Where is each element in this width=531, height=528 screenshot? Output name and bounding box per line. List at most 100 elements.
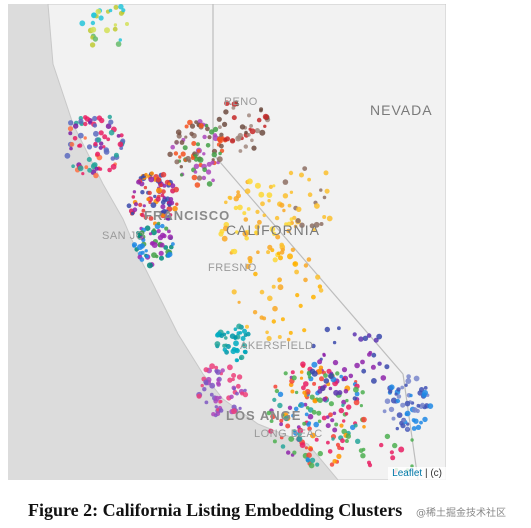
listing-point	[119, 133, 124, 138]
listing-point	[246, 207, 251, 211]
map-view[interactable]: RENO NEVADA FRANCISCO CALIFORNIA SAN JO …	[8, 4, 446, 480]
listing-point	[136, 231, 140, 235]
listing-point	[330, 418, 335, 423]
listing-point	[271, 319, 276, 324]
listing-point	[93, 172, 99, 179]
listing-point	[286, 337, 291, 342]
listing-point	[329, 462, 335, 467]
listing-point	[263, 124, 267, 128]
listing-point	[243, 217, 249, 222]
listing-point	[427, 403, 434, 409]
listing-point	[161, 213, 165, 218]
listing-point	[404, 412, 409, 416]
listing-point	[258, 191, 265, 198]
listing-point	[382, 409, 387, 414]
listing-point	[173, 186, 179, 193]
listing-point	[250, 138, 254, 143]
listing-point	[352, 332, 357, 337]
listing-point	[121, 8, 126, 13]
listing-point	[298, 404, 302, 408]
listing-point	[155, 177, 162, 183]
listing-point	[322, 396, 328, 402]
listing-point	[170, 144, 175, 150]
listing-point	[160, 171, 167, 178]
listing-point	[311, 294, 316, 300]
listing-point	[396, 394, 402, 399]
listing-point	[307, 426, 312, 432]
listing-point	[98, 130, 104, 136]
listing-point	[376, 333, 383, 340]
listing-point	[162, 183, 167, 188]
listing-point	[419, 420, 423, 425]
listing-point	[191, 174, 198, 181]
listing-point	[319, 188, 323, 192]
listing-point	[332, 459, 338, 464]
listing-point	[231, 115, 237, 121]
listing-point	[340, 446, 345, 451]
listing-point	[244, 236, 249, 241]
listing-point	[214, 365, 219, 370]
listing-point	[306, 257, 312, 262]
listing-point	[303, 402, 308, 407]
listing-point	[287, 253, 293, 260]
listing-point	[262, 316, 267, 321]
listing-point	[113, 152, 119, 158]
listing-point	[168, 200, 173, 205]
listing-point	[180, 151, 186, 157]
listing-point	[256, 117, 262, 123]
listing-point	[86, 157, 92, 162]
listing-point	[155, 196, 161, 202]
listing-point	[396, 412, 403, 418]
listing-point	[77, 132, 84, 139]
listing-point	[352, 396, 357, 401]
listing-point	[236, 374, 243, 380]
listing-point	[294, 390, 299, 395]
listing-point	[110, 163, 117, 170]
listing-point	[73, 123, 79, 129]
listing-point	[139, 230, 145, 236]
listing-point	[384, 433, 391, 440]
listing-point	[202, 387, 207, 392]
listing-point	[362, 335, 369, 341]
leaflet-link[interactable]: Leaflet	[392, 468, 423, 479]
listing-point	[267, 295, 273, 302]
listing-point	[295, 218, 301, 224]
listing-point	[327, 449, 333, 454]
listing-point	[184, 124, 189, 129]
listing-point	[404, 400, 411, 407]
listing-point	[276, 251, 281, 256]
listing-point	[167, 182, 171, 186]
listing-point	[246, 133, 251, 137]
listing-point	[247, 113, 251, 118]
listing-point	[293, 224, 298, 229]
listing-point	[280, 317, 285, 322]
listing-point	[125, 22, 129, 26]
listing-point	[278, 255, 283, 261]
listing-point	[77, 165, 84, 172]
listing-point	[259, 107, 264, 112]
listing-point	[144, 172, 148, 177]
listing-point	[150, 229, 157, 236]
listing-point	[341, 367, 348, 373]
listing-point	[328, 412, 333, 418]
listing-point	[236, 331, 241, 336]
listing-point	[400, 402, 406, 408]
listing-point	[367, 463, 373, 468]
listing-point	[236, 323, 243, 330]
listing-point	[178, 155, 182, 159]
listing-point	[182, 145, 188, 151]
listing-point	[98, 15, 104, 21]
listing-point	[229, 333, 236, 340]
listing-point	[400, 385, 405, 390]
city-label-los-angeles: LOS ANGE	[226, 408, 302, 423]
listing-point	[225, 344, 231, 349]
listing-point	[299, 370, 304, 374]
listing-point	[173, 151, 179, 156]
listing-point	[268, 184, 273, 189]
listing-point	[384, 398, 391, 405]
listing-point	[328, 373, 334, 379]
listing-point	[371, 378, 377, 384]
listing-point	[239, 124, 246, 130]
listing-point	[160, 232, 166, 238]
listing-point	[309, 394, 315, 400]
